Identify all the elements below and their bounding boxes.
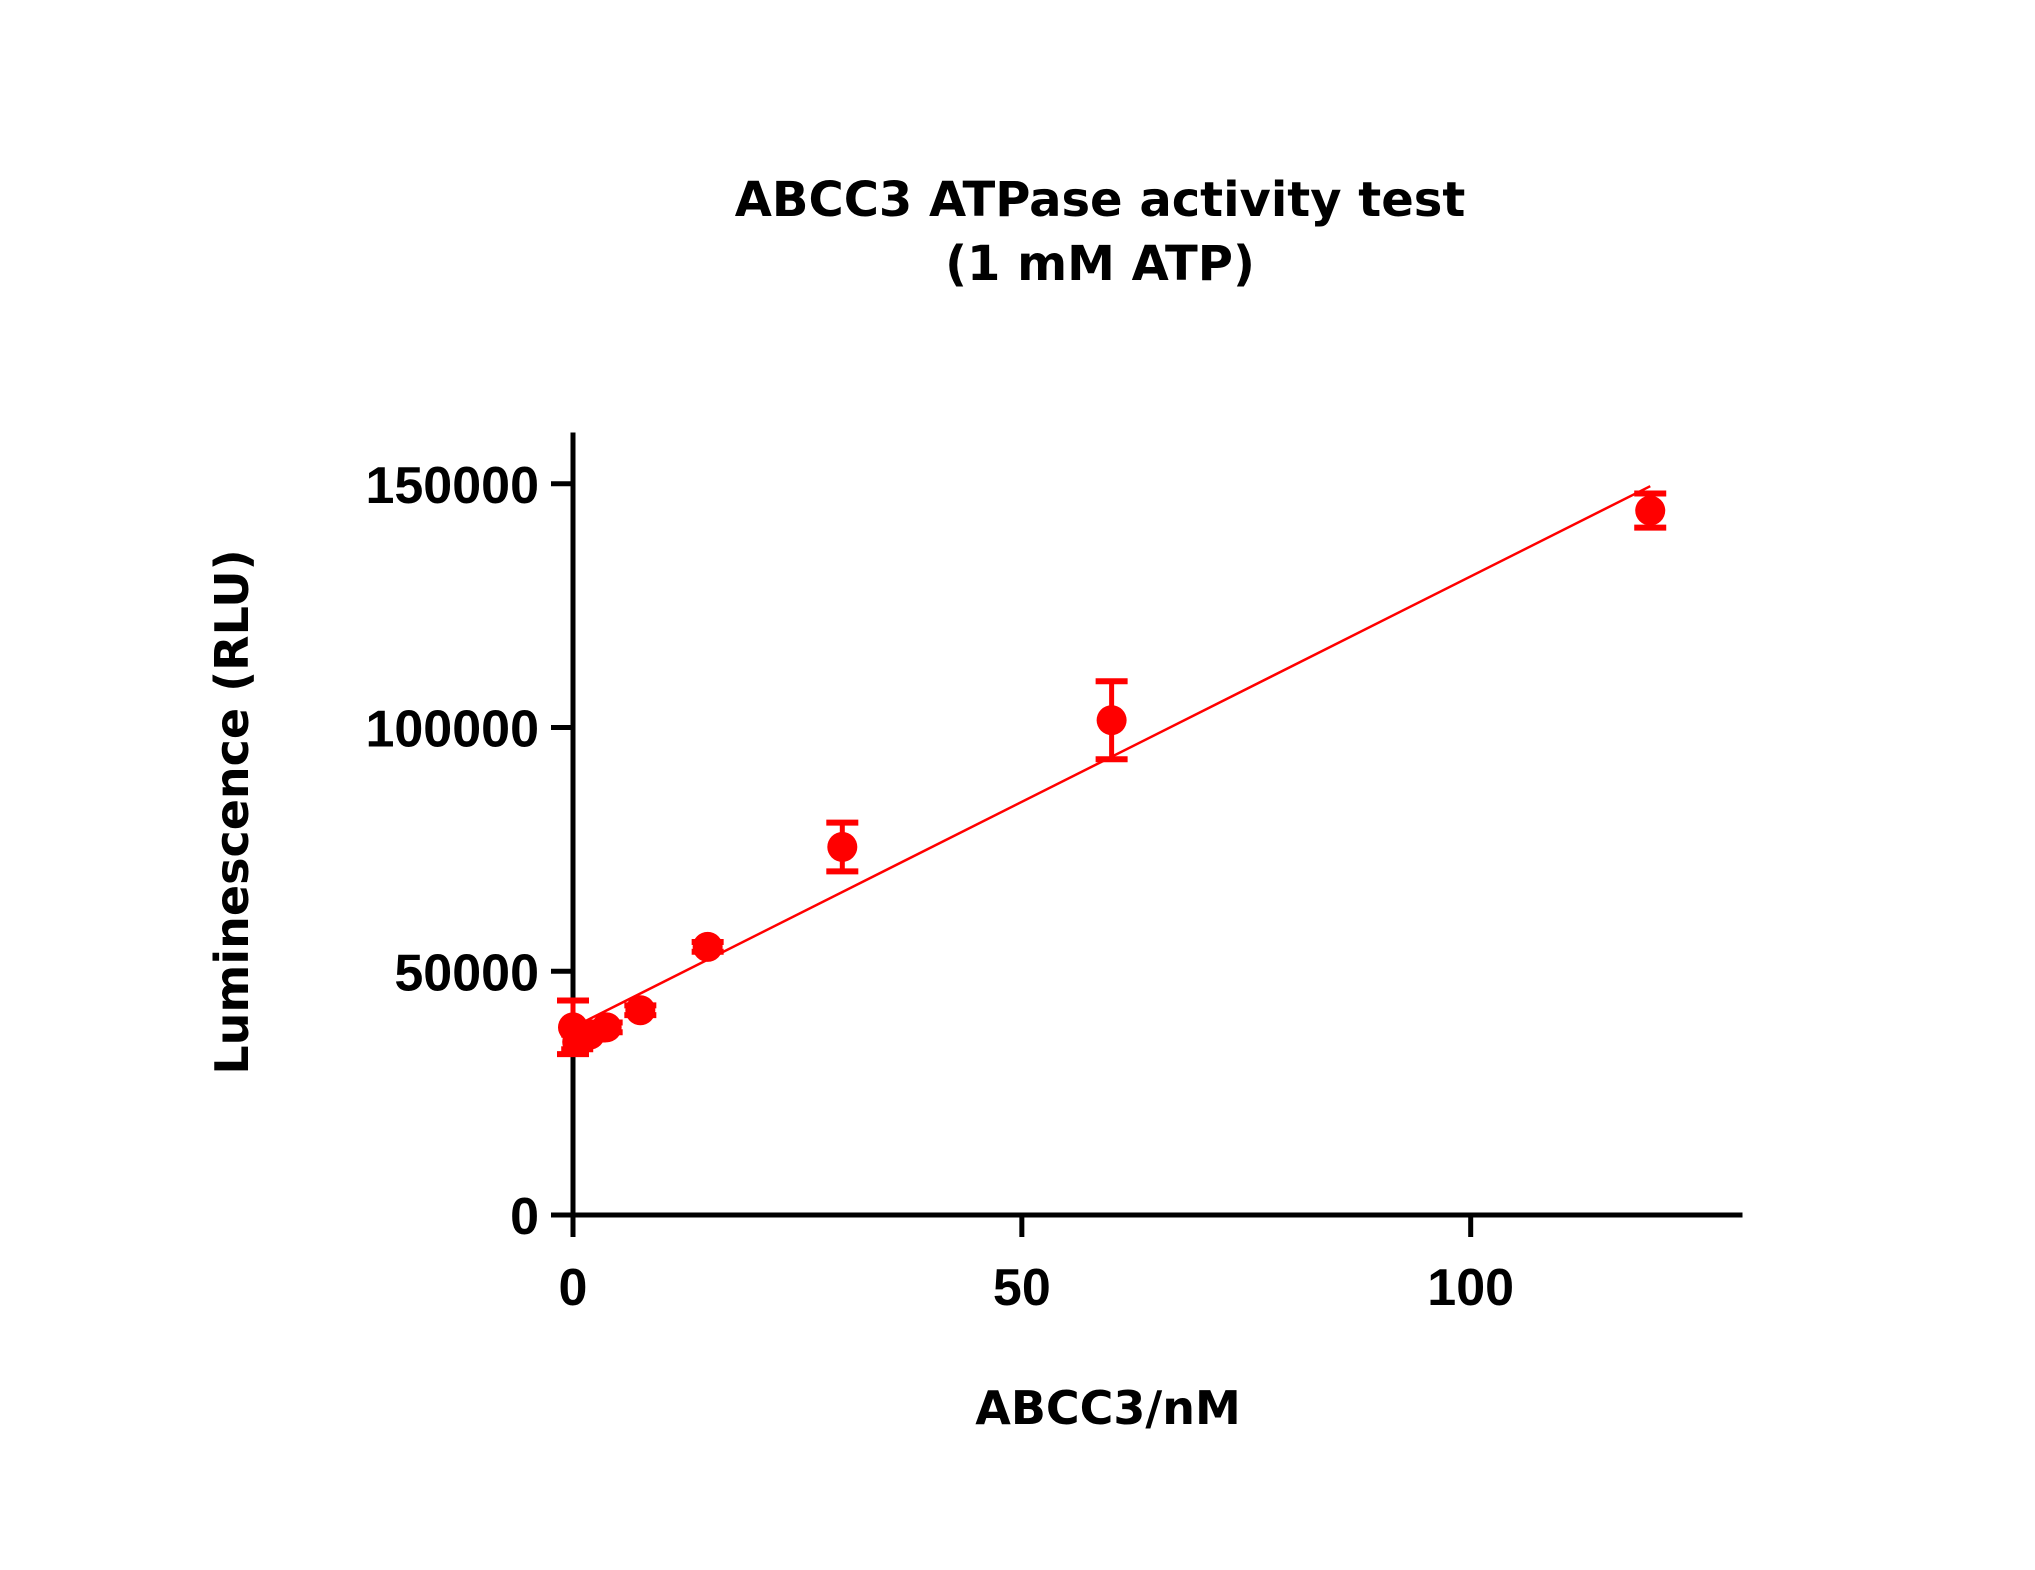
data-marker: [1096, 705, 1127, 736]
y-axis-ticks: 0 50000 100000 150000: [365, 457, 573, 1246]
y-tick-label: 50000: [394, 944, 539, 1002]
data-point: [590, 1012, 623, 1043]
data-marker: [625, 995, 656, 1026]
data-marker: [1635, 495, 1666, 526]
data-marker: [591, 1012, 622, 1043]
x-tick-label: 0: [559, 1259, 588, 1317]
data-marker: [692, 931, 723, 962]
x-tick-label: 50: [993, 1259, 1051, 1317]
y-tick-label: 150000: [365, 457, 539, 515]
x-axis-title: ABCC3/nM: [975, 1381, 1241, 1435]
y-tick-label: 0: [510, 1188, 539, 1246]
data-point: [624, 995, 657, 1026]
chart-subtitle: (1 mM ATP): [945, 236, 1255, 292]
data-marker: [827, 831, 858, 862]
data-point: [691, 931, 724, 962]
axes: [570, 432, 1743, 1221]
chart-title: ABCC3 ATPase activity test: [735, 172, 1466, 228]
data-point: [1095, 678, 1128, 763]
y-tick-label: 100000: [365, 701, 539, 759]
x-tick-label: 100: [1427, 1259, 1514, 1317]
data-points: [557, 490, 1667, 1058]
data-point: [826, 819, 859, 875]
x-axis-ticks: 0 50 100: [559, 1215, 1514, 1317]
y-axis-title: Luminescence (RLU): [205, 549, 259, 1074]
data-point: [1634, 490, 1667, 531]
